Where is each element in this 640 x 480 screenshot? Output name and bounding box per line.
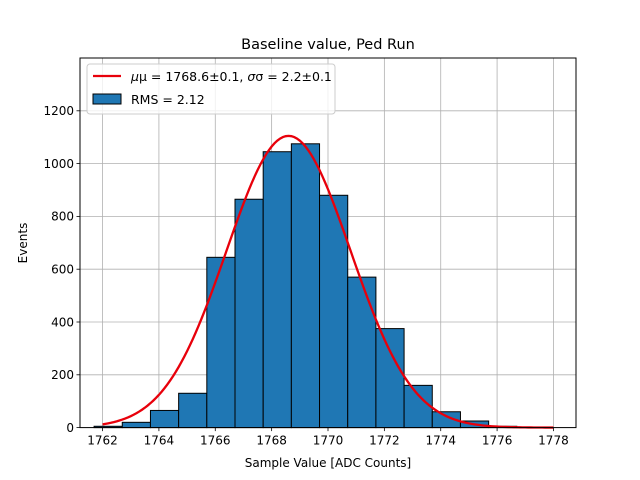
histogram-bar — [262, 151, 292, 429]
x-tick-label: 1774 — [425, 434, 456, 448]
histogram-bar — [290, 143, 321, 429]
x-tick-label: 1768 — [256, 434, 287, 448]
legend: μμ = 1768.6±0.1, σσ = 2.2±0.1 RMS = 2.12 — [86, 63, 336, 115]
legend-histogram-swatch — [92, 93, 122, 105]
histogram-bar — [149, 409, 180, 429]
y-axis-ticks: 0 200 400 600 800 1000 1200 — [43, 104, 80, 435]
y-tick-label: 1000 — [43, 157, 74, 171]
x-tick-label: 1766 — [200, 434, 231, 448]
histogram-bar — [347, 276, 377, 429]
y-tick-label: 600 — [51, 263, 74, 277]
histogram-bar — [234, 198, 264, 429]
gaussian-fit-curve — [102, 134, 554, 429]
histogram-bar — [206, 256, 236, 429]
x-axis-ticks: 1762 1764 1766 1768 1770 1772 1774 1776 1778 — [87, 427, 569, 448]
x-tick-label: 1776 — [482, 434, 513, 448]
x-axis-label: Sample Value [ADC Counts] — [245, 456, 411, 470]
histogram-bar — [121, 421, 151, 429]
legend-fit-label: μμ = 1768.6±0.1, σσ = 2.2±0.1 — [130, 69, 332, 84]
x-tick-label: 1770 — [313, 434, 344, 448]
chart-title: Baseline value, Ped Run — [241, 37, 415, 53]
y-tick-label: 200 — [51, 368, 74, 382]
x-tick-label: 1772 — [369, 434, 400, 448]
histogram-bar — [375, 328, 405, 429]
x-tick-label: 1764 — [144, 434, 175, 448]
histogram-bars — [93, 143, 546, 429]
legend-box — [86, 63, 336, 115]
y-tick-label: 0 — [66, 421, 74, 435]
y-tick-label: 800 — [51, 210, 74, 224]
y-tick-label: 400 — [51, 315, 74, 329]
y-tick-label: 1200 — [43, 104, 74, 118]
x-tick-label: 1778 — [538, 434, 569, 448]
histogram-bar — [178, 392, 208, 429]
y-axis-label: Events — [16, 223, 30, 264]
legend-histogram-label: RMS = 2.12 — [131, 92, 205, 107]
x-tick-label: 1762 — [87, 434, 118, 448]
histogram-bar — [403, 384, 433, 429]
